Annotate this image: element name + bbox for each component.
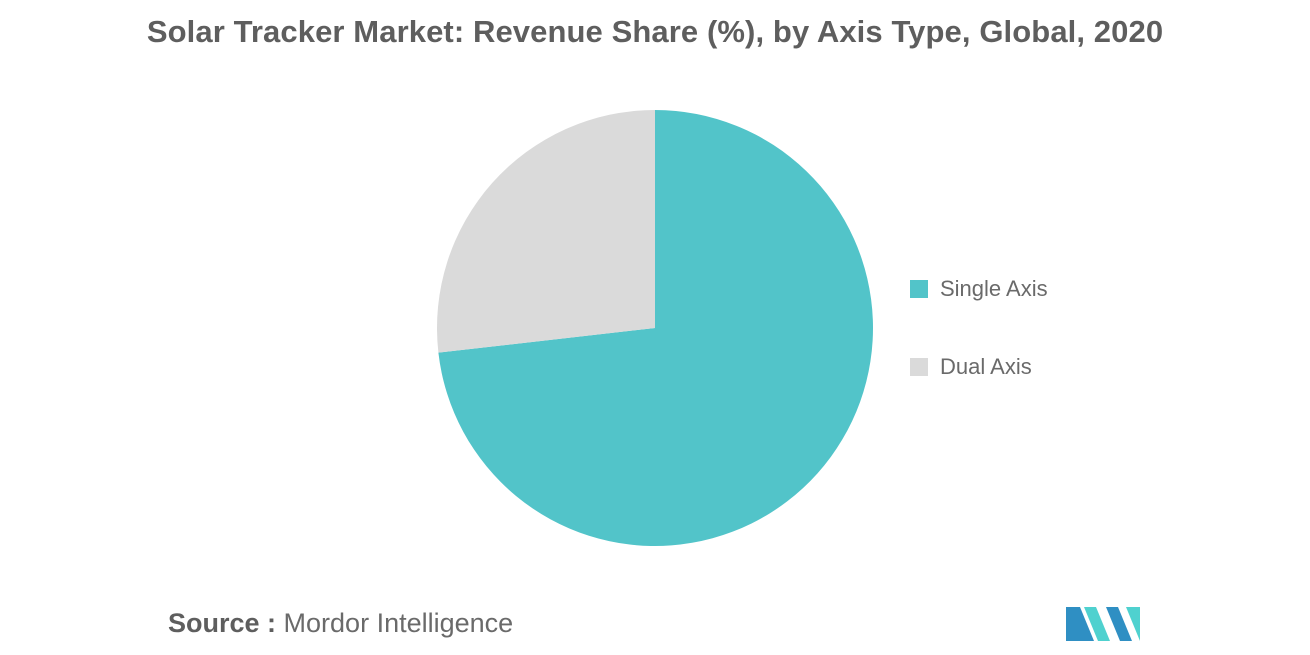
chart-title: Solar Tracker Market: Revenue Share (%),… xyxy=(146,14,1164,49)
legend-label: Single Axis xyxy=(940,276,1048,301)
logo-left-stroke xyxy=(1066,607,1094,641)
logo-tail-stroke xyxy=(1126,607,1140,641)
source-label: Source : xyxy=(168,608,277,638)
legend-item-dual-axis: Dual Axis xyxy=(910,352,1048,382)
mordor-intelligence-logo-icon xyxy=(1066,607,1140,641)
logo-right-stroke xyxy=(1106,607,1132,641)
source-note: Source : Mordor Intelligence xyxy=(168,608,513,639)
legend-label: Dual Axis xyxy=(940,354,1032,379)
legend-swatch xyxy=(910,358,928,376)
source-text: Mordor Intelligence xyxy=(283,608,514,638)
legend-swatch xyxy=(910,280,928,298)
logo-middle-stroke xyxy=(1084,607,1110,641)
pie-slice-single-axis xyxy=(438,110,873,546)
legend-item-single-axis: Single Axis xyxy=(910,274,1048,304)
pie-slice-dual-axis xyxy=(437,110,655,353)
chart-legend: Single Axis Dual Axis xyxy=(910,274,1048,430)
